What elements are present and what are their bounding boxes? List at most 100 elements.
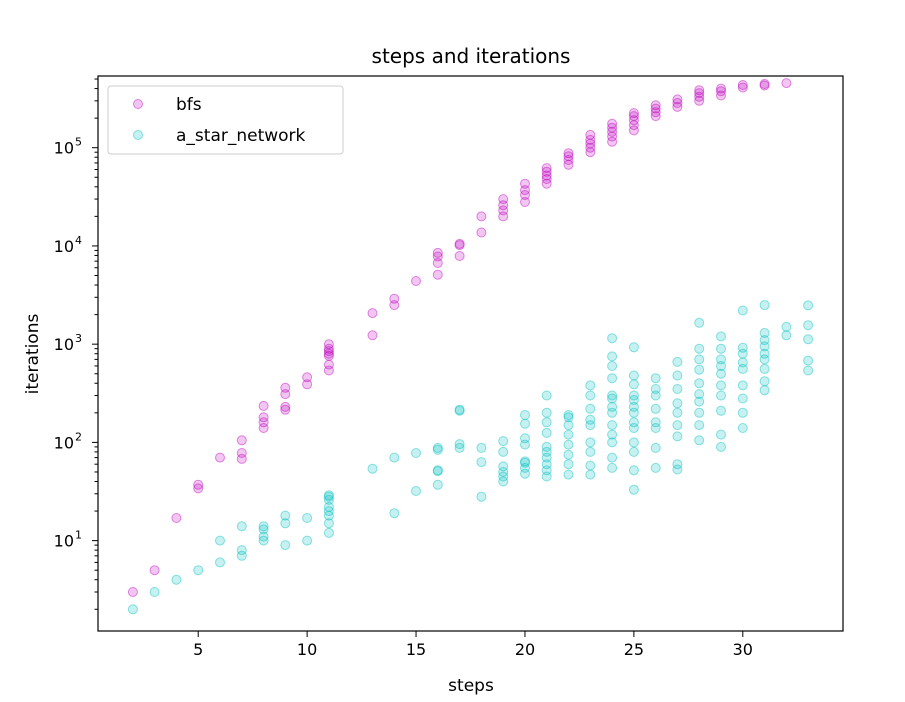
point-a-star-network: [432, 465, 443, 476]
x-tick-label: 20: [515, 640, 535, 659]
point-a-star-network: [716, 405, 726, 416]
point-a-star-network: [650, 403, 661, 414]
point-bfs: [628, 120, 639, 131]
point-bfs: [694, 88, 705, 99]
point-bfs: [541, 170, 552, 181]
y-tick-exponent: 4: [75, 234, 82, 247]
point-a-star-network: [607, 407, 618, 418]
point-a-star-network: [737, 357, 748, 368]
point-bfs: [432, 247, 443, 258]
point-bfs: [498, 200, 509, 211]
point-a-star-network: [694, 378, 705, 389]
point-a-star-network: [759, 335, 770, 346]
point-a-star-network: [803, 365, 814, 376]
point-a-star-network: [737, 305, 748, 316]
point-a-star-network: [367, 463, 378, 474]
point-bfs: [323, 365, 334, 376]
point-a-star-network: [694, 354, 705, 365]
point-bfs: [323, 348, 334, 359]
y-axis-label: iterations: [23, 314, 43, 395]
point-bfs: [650, 111, 661, 122]
point-a-star-network: [607, 351, 618, 362]
point-a-star-network: [520, 457, 530, 468]
point-bfs: [258, 412, 269, 423]
point-a-star-network: [628, 407, 639, 418]
point-a-star-network: [716, 331, 726, 342]
point-bfs: [672, 98, 683, 108]
point-bfs: [389, 300, 400, 311]
point-a-star-network: [672, 384, 683, 394]
point-a-star-network: [607, 390, 618, 401]
point-a-star-network: [759, 328, 770, 338]
point-bfs: [628, 111, 639, 122]
point-a-star-network: [650, 442, 661, 453]
chart-title: steps and iterations: [372, 44, 571, 68]
legend-marker-bfs: [133, 99, 143, 109]
point-bfs: [280, 404, 291, 415]
point-a-star-network: [149, 587, 160, 597]
point-a-star-network: [323, 494, 334, 505]
point-a-star-network: [127, 604, 138, 615]
point-a-star-network: [541, 452, 552, 463]
point-a-star-network: [498, 461, 509, 472]
point-a-star-network: [520, 462, 530, 473]
point-bfs: [563, 159, 574, 170]
point-a-star-network: [759, 385, 770, 396]
point-bfs: [432, 258, 443, 268]
point-bfs: [737, 82, 748, 93]
point-a-star-network: [454, 439, 465, 450]
point-a-star-network: [498, 471, 509, 482]
point-a-star-network: [411, 448, 421, 458]
x-tick-label: 5: [193, 640, 203, 659]
point-a-star-network: [258, 524, 269, 535]
point-bfs: [694, 85, 705, 96]
point-a-star-network: [628, 370, 639, 381]
point-bfs: [454, 240, 465, 251]
point-a-star-network: [193, 565, 204, 576]
point-a-star-network: [258, 521, 269, 532]
point-a-star-network: [694, 420, 705, 431]
y-tick-label: 10: [54, 532, 74, 551]
point-bfs: [149, 565, 160, 576]
point-bfs: [650, 107, 661, 118]
point-a-star-network: [585, 414, 596, 425]
point-bfs: [585, 138, 596, 149]
point-bfs: [171, 513, 182, 523]
point-a-star-network: [585, 446, 596, 457]
point-a-star-network: [585, 460, 596, 471]
point-a-star-network: [716, 354, 726, 365]
point-a-star-network: [541, 441, 552, 452]
point-a-star-network: [585, 469, 596, 480]
x-tick-label: 25: [624, 640, 644, 659]
point-a-star-network: [628, 423, 639, 433]
point-a-star-network: [389, 508, 400, 519]
point-a-star-network: [716, 368, 726, 379]
point-a-star-network: [520, 418, 530, 429]
x-tick-label: 30: [733, 640, 753, 659]
point-bfs: [498, 194, 509, 205]
point-a-star-network: [541, 471, 552, 482]
point-a-star-network: [759, 348, 770, 359]
y-tick-label: 10: [54, 139, 74, 158]
point-bfs: [759, 80, 770, 91]
point-a-star-network: [650, 390, 661, 401]
point-bfs: [127, 587, 138, 597]
point-a-star-network: [541, 417, 552, 428]
legend-label-bfs: bfs: [176, 95, 202, 115]
legend: bfs a_star_network: [107, 85, 344, 155]
point-a-star-network: [563, 439, 574, 450]
point-bfs: [563, 155, 574, 165]
point-bfs: [694, 95, 705, 106]
point-a-star-network: [215, 557, 225, 568]
point-a-star-network: [716, 429, 726, 440]
point-bfs: [520, 185, 530, 196]
point-a-star-network: [628, 390, 639, 401]
point-bfs: [520, 197, 530, 207]
point-bfs: [258, 400, 269, 411]
point-bfs: [563, 151, 574, 162]
point-a-star-network: [672, 459, 683, 470]
point-a-star-network: [628, 484, 639, 495]
point-a-star-network: [607, 420, 618, 431]
